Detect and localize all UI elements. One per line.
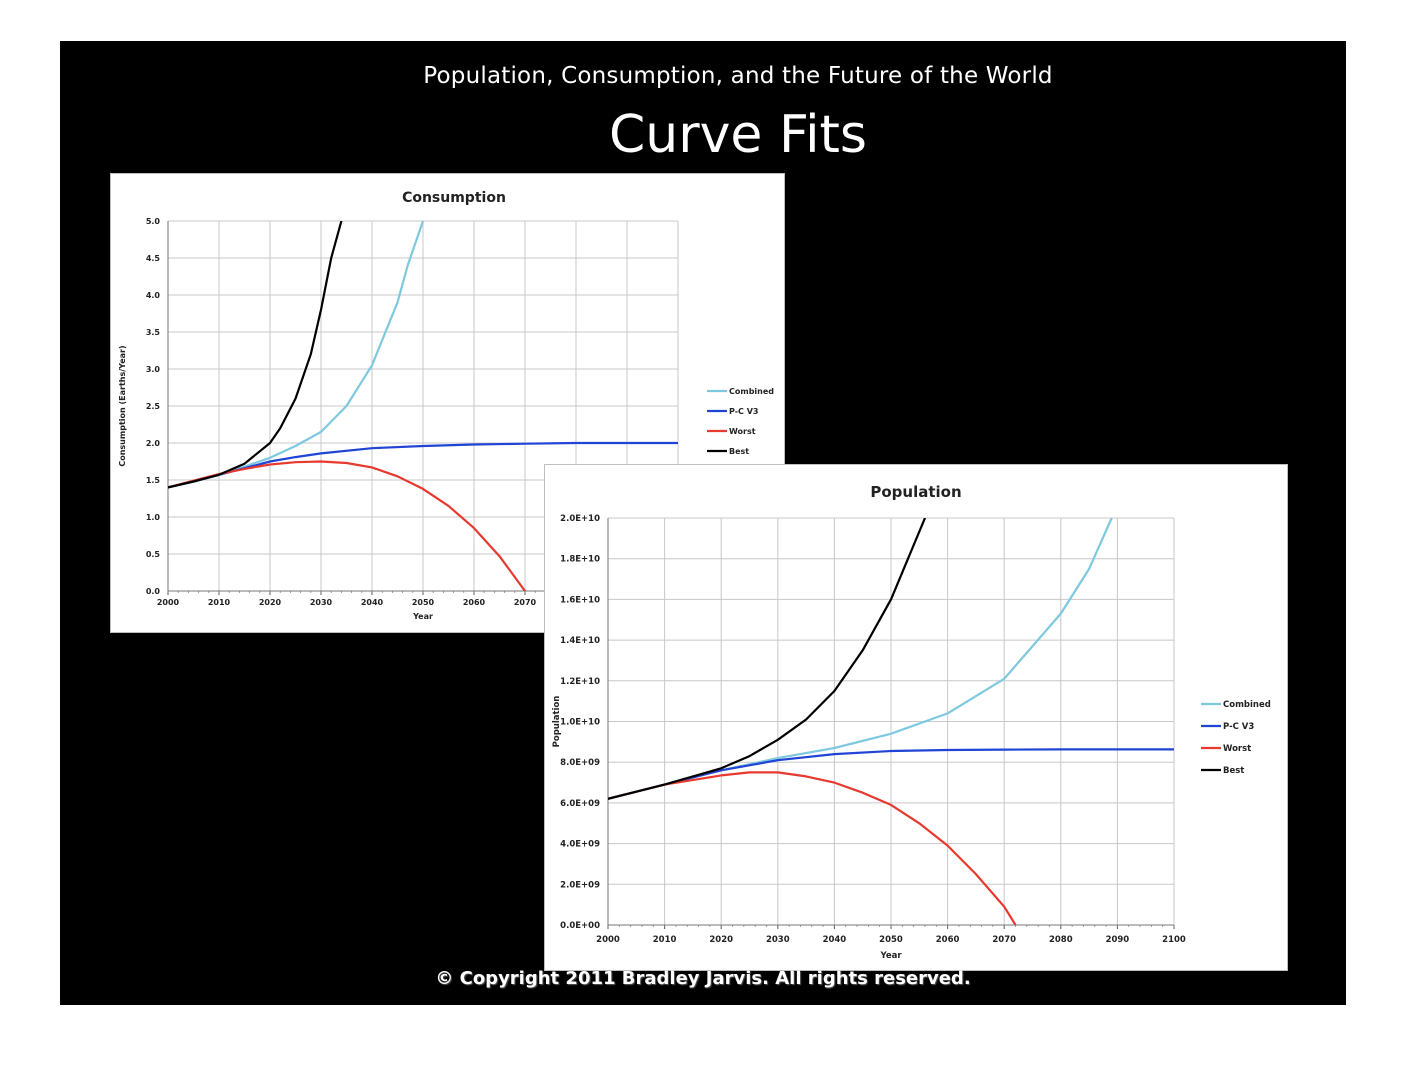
consumption-y-tick-label: 4.5: [146, 254, 161, 263]
population-y-tick-label: 6.0E+09: [560, 799, 600, 809]
population-x-tick-label: 2100: [1162, 935, 1186, 945]
population-series-worst: [608, 771, 1017, 925]
population-y-tick-label: 2.0E+09: [560, 880, 600, 890]
consumption-series-best: [168, 221, 343, 489]
population-x-tick-label: 2040: [823, 935, 847, 945]
population-x-tick-label: 2080: [1049, 935, 1073, 945]
consumption-x-axis-label: Year: [412, 612, 433, 621]
consumption-chart: Consumption 2000 2010 2020 2030 2040 2050 2060 2…: [118, 190, 774, 621]
population-series-p-c-v3: [608, 748, 1174, 800]
consumption-legend-label: P-C V3: [729, 407, 758, 416]
population-chart: Population 2000 2010 2020 2030 2040 2050 2060 20…: [552, 483, 1271, 961]
consumption-x-tick-label: 2060: [463, 598, 486, 607]
consumption-chart-title: Consumption: [402, 190, 506, 206]
consumption-y-tick-label: 5.0: [146, 217, 161, 226]
population-chart-panel: Population 2000 2010 2020 2030 2040 2050 2060 20…: [544, 464, 1288, 971]
consumption-y-tick-label: 1.0: [146, 513, 161, 522]
consumption-x-tick-label: 2070: [514, 598, 537, 607]
population-legend-label: Best: [1223, 766, 1244, 776]
consumption-series-worst: [168, 460, 526, 591]
consumption-y-tick-label: 2.0: [146, 439, 161, 448]
consumption-y-tick-label: 1.5: [146, 476, 161, 485]
consumption-y-tick-label: 0.5: [146, 550, 161, 559]
population-y-tick-label: 0.0E+00: [560, 921, 600, 931]
population-x-tick-label: 2000: [596, 935, 620, 945]
slide-title: Curve Fits: [609, 105, 867, 165]
population-x-tick-label: 2070: [992, 935, 1016, 945]
population-y-tick-label: 2.0E+10: [560, 514, 600, 524]
population-series-combined: [608, 518, 1113, 800]
population-y-tick-label: 1.2E+10: [560, 677, 600, 687]
population-x-tick-label: 2060: [936, 935, 960, 945]
population-legend-label: Worst: [1223, 744, 1251, 754]
population-y-tick-label: 8.0E+09: [560, 758, 600, 768]
slide-subtitle: Population, Consumption, and the Future …: [423, 63, 1053, 89]
population-x-tick-label: 2050: [879, 935, 903, 945]
consumption-y-tick-label: 3.0: [146, 365, 161, 374]
consumption-legend-label: Combined: [729, 387, 774, 396]
consumption-legend-label: Best: [729, 447, 749, 456]
consumption-x-tick-label: 2020: [259, 598, 282, 607]
copyright-notice: © Copyright 2011 Bradley Jarvis. All rig…: [435, 968, 971, 989]
population-x-axis-label: Year: [879, 951, 902, 961]
consumption-legend-label: Worst: [729, 427, 756, 436]
consumption-y-tick-label: 2.5: [146, 402, 161, 411]
population-y-tick-label: 1.6E+10: [560, 595, 600, 605]
consumption-x-tick-label: 2050: [412, 598, 435, 607]
consumption-x-tick-label: 2000: [157, 598, 180, 607]
population-y-tick-label: 1.8E+10: [560, 555, 600, 565]
consumption-y-axis-label: Consumption (Earths/Year): [118, 345, 127, 466]
population-x-tick-label: 2020: [709, 935, 733, 945]
population-x-tick-label: 2030: [766, 935, 790, 945]
consumption-x-tick-label: 2040: [361, 598, 384, 607]
population-legend-label: P-C V3: [1223, 722, 1254, 732]
population-y-tick-label: 1.4E+10: [560, 636, 600, 646]
population-y-tick-label: 1.0E+10: [560, 718, 600, 728]
consumption-y-tick-label: 0.0: [146, 587, 161, 596]
consumption-y-tick-label: 3.5: [146, 328, 161, 337]
consumption-x-tick-label: 2030: [310, 598, 333, 607]
consumption-y-tick-label: 4.0: [146, 291, 161, 300]
population-y-axis-label: Population: [552, 696, 562, 748]
consumption-x-tick-label: 2010: [208, 598, 231, 607]
population-chart-title: Population: [870, 483, 961, 501]
population-x-tick-label: 2090: [1106, 935, 1130, 945]
population-y-tick-label: 4.0E+09: [560, 840, 600, 850]
population-legend-label: Combined: [1223, 700, 1271, 710]
population-series-best: [608, 518, 927, 800]
population-x-tick-label: 2010: [653, 935, 677, 945]
